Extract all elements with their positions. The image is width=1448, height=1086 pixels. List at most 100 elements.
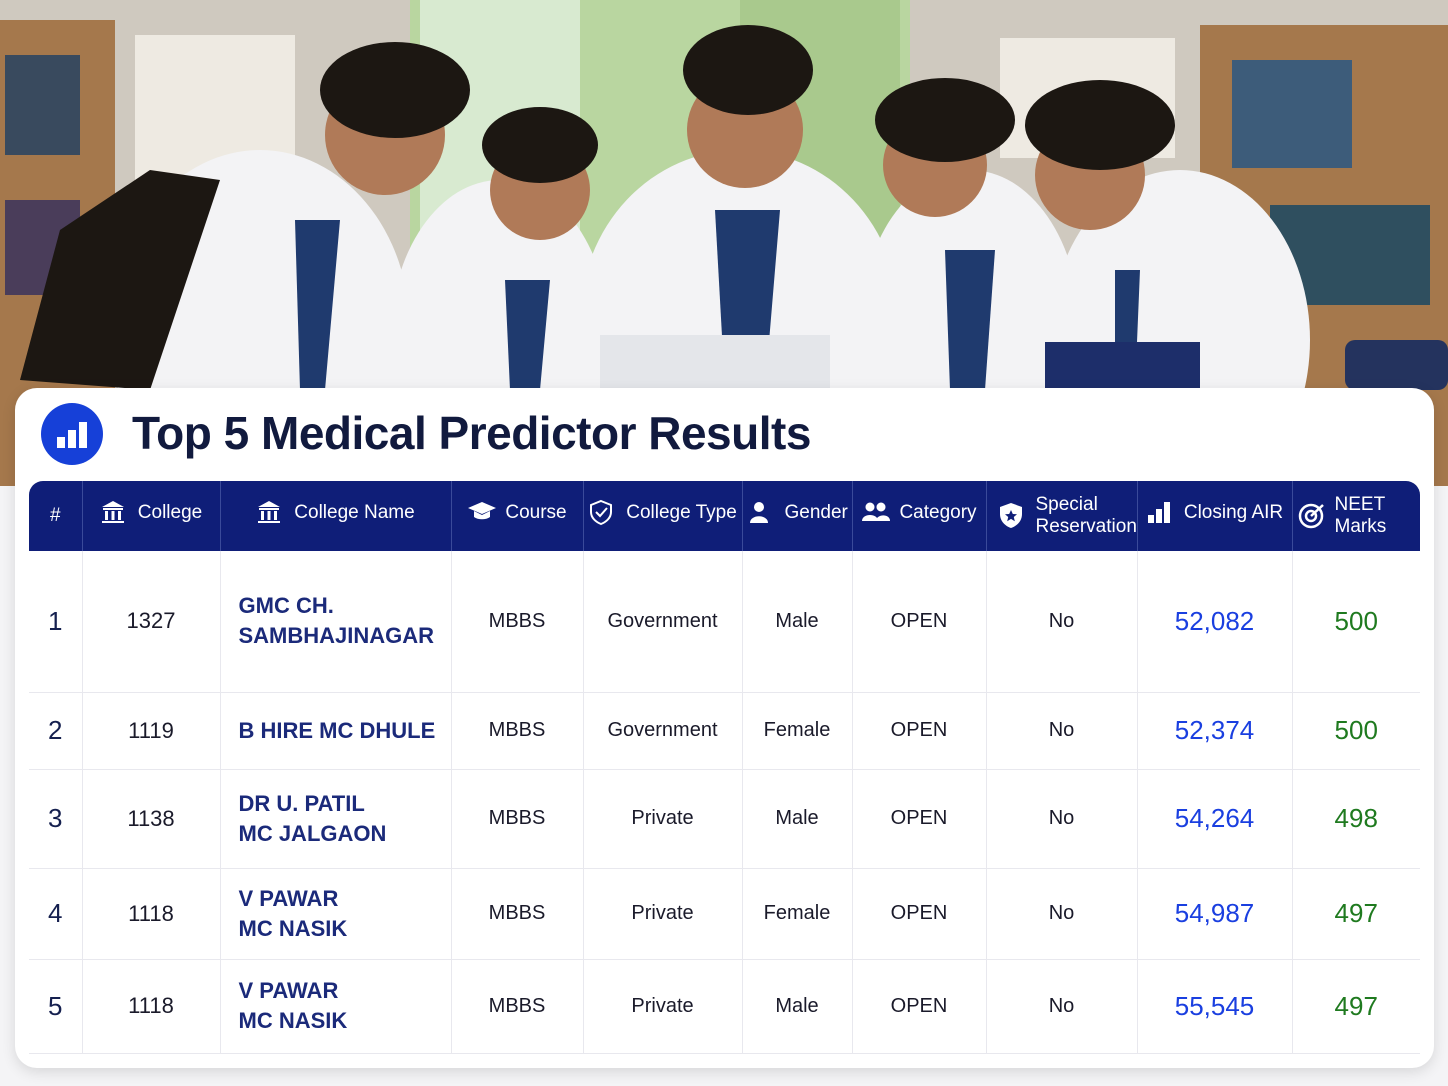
table-cell: 54,987	[1137, 868, 1293, 960]
header-row: # College College Name Course College Type Ge…	[29, 481, 1420, 551]
college-name-cell: V PAWAR MC NASIK	[220, 868, 452, 960]
college-name-line: GMC CH.	[238, 593, 334, 619]
column-header: College	[82, 481, 221, 551]
table-cell: Male	[742, 959, 853, 1054]
table-cell: Male	[742, 769, 853, 869]
table-cell: Female	[742, 868, 853, 960]
header-label: College	[137, 502, 203, 523]
table-cell: 3	[29, 769, 83, 869]
college-name-line: SAMBHAJINAGAR	[238, 623, 435, 649]
table-cell: 5	[29, 959, 83, 1054]
header-label: College Type	[626, 502, 737, 523]
table-row: 1 1327 GMC CH. SAMBHAJINAGAR MBBS Government M…	[29, 551, 1420, 693]
table-row: 4 1118 V PAWAR MC NASIK MBBS Private Female OPE…	[29, 868, 1420, 960]
table-cell: 498	[1292, 769, 1420, 869]
header-label: NEET Marks	[1334, 494, 1387, 537]
header-content: College Name	[256, 499, 415, 527]
header-content: Closing AIR	[1146, 499, 1283, 527]
table-cell: OPEN	[852, 868, 987, 960]
table-cell: 500	[1292, 551, 1420, 693]
table-cell: 1118	[82, 868, 221, 960]
table-cell: Government	[583, 551, 743, 693]
header-label: Category	[899, 502, 977, 523]
college-name-cell: B HIRE MC DHULE	[220, 692, 452, 770]
table-cell: 1327	[82, 551, 221, 693]
table-cell: Private	[583, 959, 743, 1054]
table-cell: 500	[1292, 692, 1420, 770]
table-cell: 52,082	[1137, 551, 1293, 693]
table-cell: MBBS	[451, 769, 584, 869]
table-row: 2 1119 B HIRE MC DHULE MBBS Government Female…	[29, 692, 1420, 770]
table-cell: No	[986, 769, 1138, 869]
column-header: #	[29, 481, 83, 551]
table-row: 5 1118 V PAWAR MC NASIK MBBS Private Male OPEN N…	[29, 959, 1420, 1054]
header-icon	[258, 501, 281, 523]
table-cell: 497	[1292, 959, 1420, 1054]
header-icon	[468, 502, 497, 520]
header-icon	[101, 501, 124, 523]
column-header: NEET Marks	[1292, 481, 1420, 551]
college-name-line: MC NASIK	[238, 915, 348, 941]
table-cell: OPEN	[852, 959, 987, 1054]
table-cell: 52,374	[1137, 692, 1293, 770]
college-name-line: MC NASIK	[238, 1008, 348, 1033]
table-cell: MBBS	[451, 692, 584, 770]
college-name-line: MC JALGAON	[238, 820, 387, 846]
table-cell: 55,545	[1137, 959, 1293, 1054]
college-name-line: B HIRE MC DHULE	[238, 717, 436, 743]
column-header: Category	[852, 481, 987, 551]
college-name-cell: GMC CH. SAMBHAJINAGAR	[220, 551, 452, 693]
table-cell: No	[986, 692, 1138, 770]
table-cell: 497	[1292, 868, 1420, 960]
header-content: NEET Marks	[1297, 494, 1417, 538]
header-content: Course	[467, 499, 567, 527]
header-icon	[749, 502, 768, 523]
header-content: College Type	[588, 499, 737, 527]
column-header: College Type	[583, 481, 743, 551]
table-cell: OPEN	[852, 692, 987, 770]
table-body: 1 1327 GMC CH. SAMBHAJINAGAR MBBS Government M…	[29, 551, 1420, 1054]
header-content: Special Reservation	[998, 494, 1137, 538]
table-cell: OPEN	[852, 769, 987, 869]
table-cell: Female	[742, 692, 853, 770]
table-cell: MBBS	[451, 959, 584, 1054]
table-cell: Male	[742, 551, 853, 693]
column-header: Closing AIR	[1137, 481, 1293, 551]
column-header: Special Reservation	[986, 481, 1138, 551]
college-name-cell: DR U. PATIL MC JALGAON	[220, 769, 452, 869]
table-cell: No	[986, 551, 1138, 693]
header-label: Closing AIR	[1183, 502, 1284, 523]
table-cell: No	[986, 959, 1138, 1054]
header-label: College Name	[294, 502, 415, 523]
title: Top 5 Medical Predictor Results	[132, 407, 811, 459]
title-icon	[41, 403, 103, 465]
table-cell: 1	[29, 551, 83, 693]
table-row: 3 1138 DR U. PATIL MC JALGAON MBBS Private Mal…	[29, 769, 1420, 869]
table-cell: 54,264	[1137, 769, 1293, 869]
college-name-line: V PAWAR	[238, 885, 339, 911]
table-cell: 1118	[82, 959, 221, 1054]
results-card: Top 5 Medical Predictor Results # College…	[15, 388, 1434, 1068]
table-cell: 1138	[82, 769, 221, 869]
table-cell: 2	[29, 692, 83, 770]
header-icon	[862, 502, 891, 521]
table-cell: MBBS	[451, 868, 584, 960]
column-header: Course	[451, 481, 584, 551]
header-icon	[590, 499, 613, 526]
table-cell: No	[986, 868, 1138, 960]
column-header: Gender	[742, 481, 853, 551]
header-label: Special Reservation	[1035, 494, 1137, 537]
header-content: #	[50, 505, 61, 527]
college-name-cell: V PAWAR MC NASIK	[220, 959, 452, 1054]
college-name-line: V PAWAR	[238, 978, 339, 1003]
table-cell: Government	[583, 692, 743, 770]
table-cell: 1119	[82, 692, 221, 770]
results-table: # College College Name Course College Type Ge…	[29, 481, 1420, 1054]
table-cell: Private	[583, 769, 743, 869]
header-content: Category	[861, 499, 977, 527]
college-name-line: DR U. PATIL	[238, 790, 365, 816]
table-cell: Private	[583, 868, 743, 960]
table-cell: 4	[29, 868, 83, 960]
table-cell: OPEN	[852, 551, 987, 693]
